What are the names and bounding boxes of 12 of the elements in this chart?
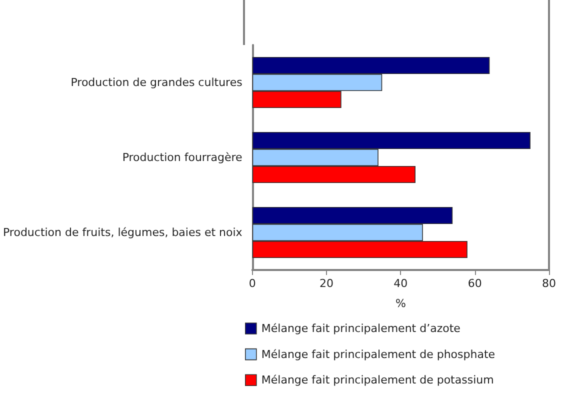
x-tick-label: 20 (320, 277, 334, 290)
y-tick-label: Production de fruits, légumes, baies et noix (2, 226, 243, 239)
legend-label: Mélange fait principalement d’azote (261, 322, 461, 335)
x-tick-label: 60 (468, 277, 482, 290)
legend-label: Mélange fait principalement de phosphate (261, 348, 496, 361)
x-axis-title: % (395, 297, 406, 310)
x-tick-label: 0 (248, 277, 256, 290)
legend-label: Mélange fait principalement de potassium (261, 374, 494, 387)
x-tick-label: 40 (394, 277, 408, 290)
y-tick-label: Production de grandes cultures (70, 76, 243, 89)
y-tick-label: Production fourragère (122, 151, 243, 164)
x-tick-label: 80 (542, 277, 556, 290)
